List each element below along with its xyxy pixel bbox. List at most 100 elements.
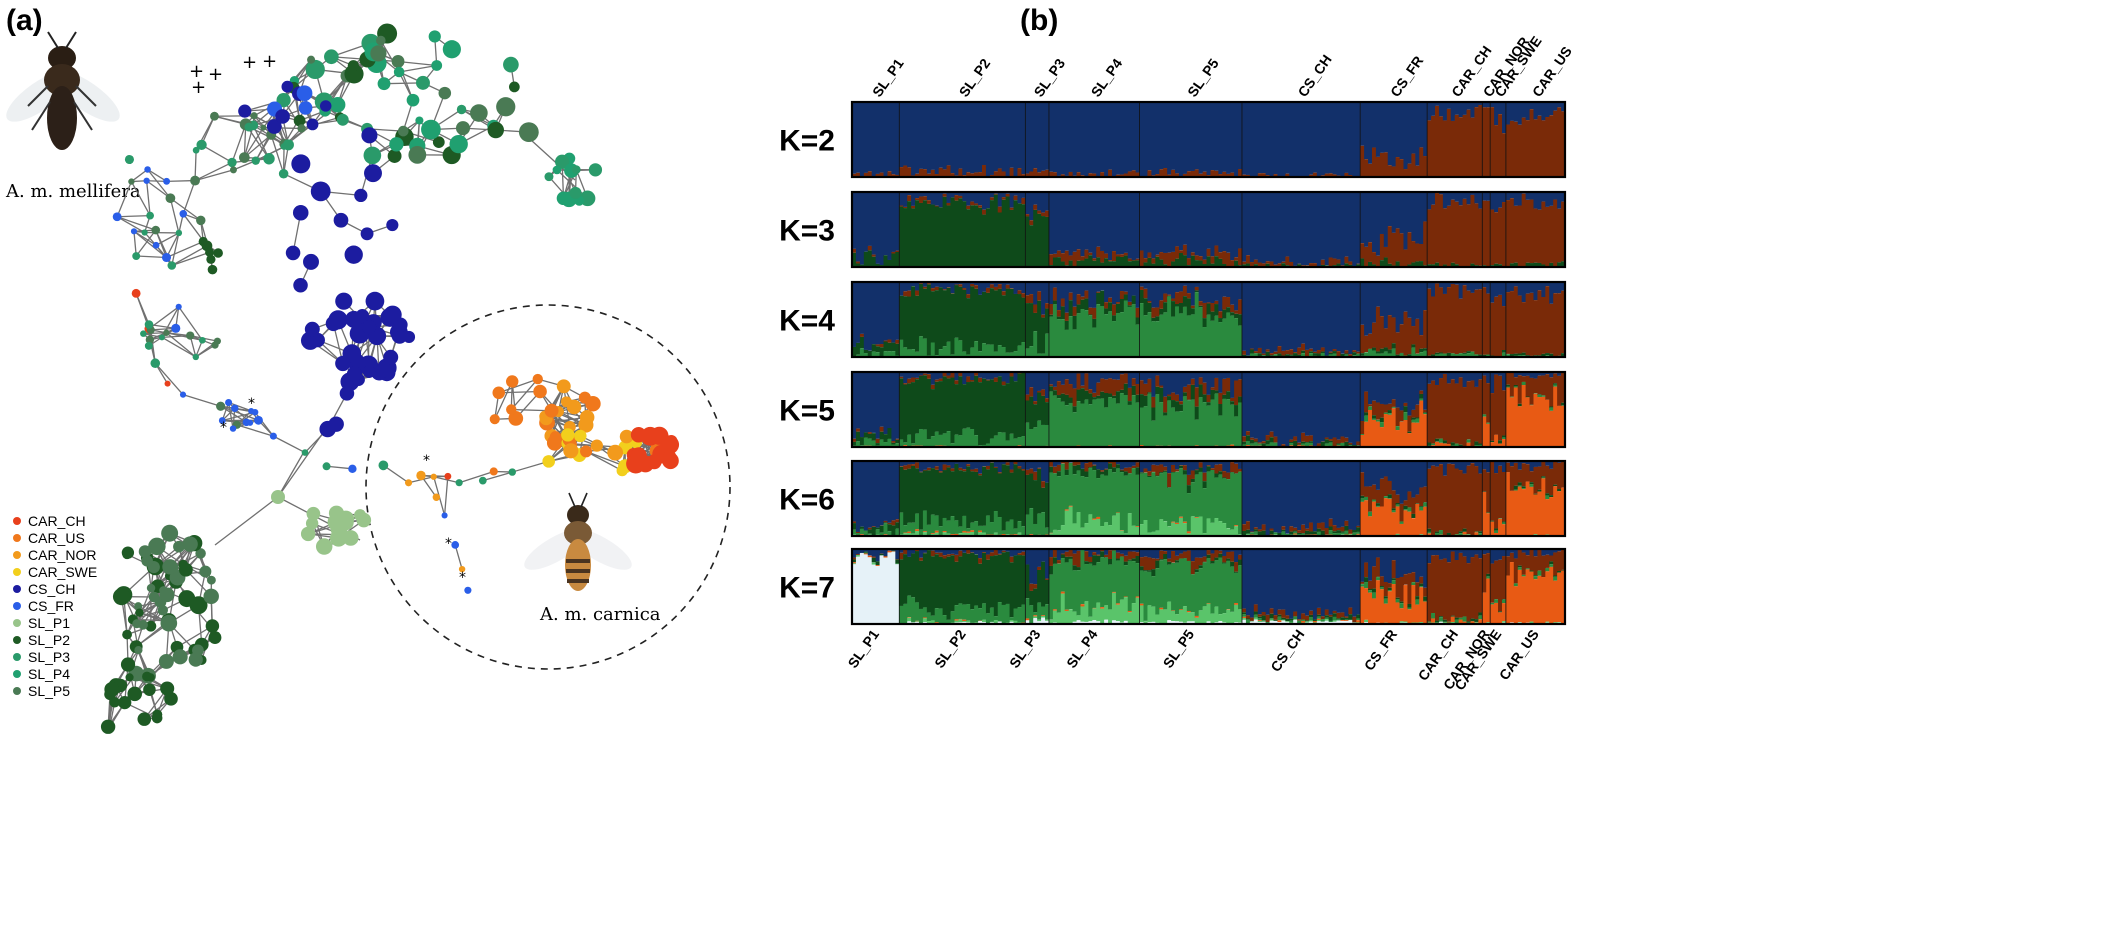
admixture-bar xyxy=(899,466,904,467)
network-edge xyxy=(498,378,538,394)
admixture-bar xyxy=(1178,372,1184,402)
admixture-bar xyxy=(985,292,991,345)
admixture-bar xyxy=(1104,461,1109,469)
admixture-bar xyxy=(1561,402,1566,406)
admixture-bar xyxy=(1454,468,1460,534)
admixture-bar xyxy=(1513,384,1519,387)
network-node xyxy=(131,288,141,298)
admixture-bar xyxy=(1431,465,1436,536)
admixture-bar xyxy=(1100,262,1105,267)
admixture-bar xyxy=(1194,474,1200,517)
admixture-bar xyxy=(1521,488,1527,490)
admixture-bar xyxy=(1056,319,1062,357)
admixture-bar xyxy=(867,555,873,558)
admixture-bar xyxy=(1525,262,1531,267)
admixture-bar xyxy=(867,527,873,530)
admixture-bar xyxy=(1037,291,1042,301)
admixture-bar xyxy=(1135,324,1141,357)
admixture-bar xyxy=(942,464,948,471)
admixture-bar xyxy=(1375,306,1381,352)
admixture-bar xyxy=(1033,204,1038,210)
admixture-bar xyxy=(938,287,944,350)
admixture-bar xyxy=(1084,249,1089,259)
admixture-bar xyxy=(922,607,928,618)
admixture-bar xyxy=(1159,559,1164,561)
admixture-bar xyxy=(1159,282,1164,301)
admixture-bar xyxy=(1037,392,1042,421)
admixture-bar xyxy=(1537,375,1542,395)
admixture-bar xyxy=(1048,282,1054,305)
admixture-bar xyxy=(981,192,987,210)
admixture-bar xyxy=(1289,372,1294,440)
admixture-bar xyxy=(1533,393,1539,394)
admixture-bar xyxy=(1238,468,1243,472)
admixture-bar xyxy=(1423,310,1428,349)
admixture-bar xyxy=(1545,286,1550,354)
admixture-bar xyxy=(1368,409,1373,447)
admixture-bar xyxy=(985,287,991,293)
admixture-bar xyxy=(1486,200,1491,267)
admixture-bar xyxy=(1521,381,1527,386)
admixture-bar xyxy=(1104,554,1109,558)
admixture-bar xyxy=(1123,475,1129,534)
admixture-bar xyxy=(1017,294,1022,346)
admixture-bar xyxy=(1068,171,1074,177)
admixture-bar xyxy=(981,291,987,344)
admixture-bar xyxy=(1241,436,1247,442)
network-node xyxy=(569,186,582,199)
admixture-bar xyxy=(1017,345,1022,357)
admixture-bar xyxy=(1088,389,1093,394)
network-node xyxy=(397,125,409,137)
admixture-bar xyxy=(1308,102,1314,175)
admixture-bar xyxy=(1033,615,1038,617)
admixture-bar xyxy=(1360,435,1365,447)
admixture-bar xyxy=(1147,192,1152,253)
admixture-bar xyxy=(1013,555,1019,609)
admixture-bar xyxy=(1332,258,1338,266)
network-node xyxy=(588,163,603,177)
admixture-bar xyxy=(1178,291,1184,303)
admixture-bar xyxy=(1478,282,1483,290)
admixture-bar xyxy=(942,196,948,267)
admixture-bar xyxy=(1249,443,1255,446)
admixture-bar xyxy=(1084,290,1089,299)
admixture-bar xyxy=(1155,254,1160,257)
admixture-bar xyxy=(1127,401,1133,405)
admixture-bar xyxy=(1289,349,1294,355)
admixture-bar xyxy=(1029,583,1034,591)
admixture-bar xyxy=(1171,461,1176,465)
admixture-bar xyxy=(918,102,924,169)
admixture-bar xyxy=(1308,348,1314,352)
admixture-bar xyxy=(1324,192,1330,266)
network-node xyxy=(470,104,488,122)
admixture-bar xyxy=(883,557,889,624)
admixture-bar xyxy=(1454,354,1460,357)
network-edge xyxy=(443,476,449,516)
admixture-bar xyxy=(1037,282,1042,292)
admixture-bar xyxy=(1218,621,1223,624)
legend-label: SL_P5 xyxy=(28,683,70,699)
admixture-bar xyxy=(954,561,959,606)
admixture-bar xyxy=(1092,519,1097,536)
admixture-bar xyxy=(1486,192,1491,201)
network-node xyxy=(167,261,177,270)
admixture-bar xyxy=(1190,305,1196,309)
admixture-bar xyxy=(1155,372,1160,376)
admixture-bar xyxy=(1423,372,1428,410)
admixture-bar xyxy=(926,374,932,379)
admixture-bar xyxy=(1234,282,1239,311)
admixture-bar xyxy=(1557,375,1562,406)
admixture-bar xyxy=(1056,257,1062,267)
admixture-bar xyxy=(1438,282,1444,288)
admixture-bar xyxy=(1068,506,1074,536)
admixture-bar xyxy=(1234,310,1239,314)
admixture-bar xyxy=(989,200,995,267)
admixture-bar xyxy=(1088,393,1093,405)
admixture-bar xyxy=(1064,102,1070,176)
legend-swatch xyxy=(13,653,21,661)
network-node xyxy=(616,465,628,477)
admixture-bar xyxy=(1017,466,1022,469)
admixture-bar xyxy=(954,533,959,536)
admixture-bar xyxy=(1206,102,1212,176)
admixture-bar xyxy=(1305,528,1310,531)
